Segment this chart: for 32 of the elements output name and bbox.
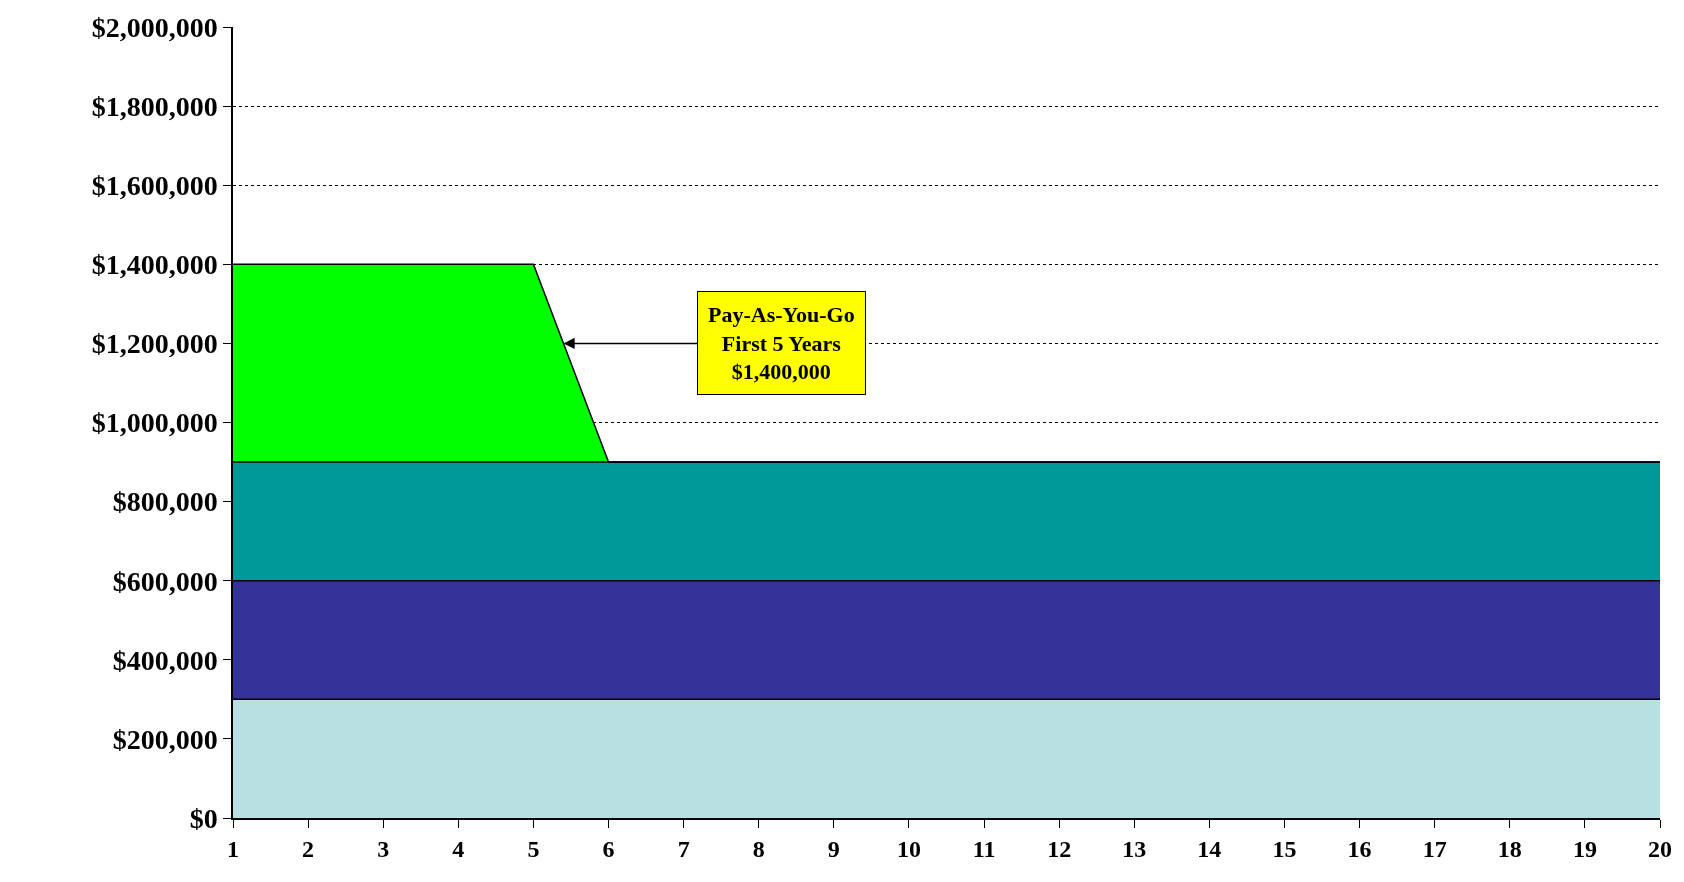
x-tick-label: 15 bbox=[1272, 835, 1297, 862]
x-tick-label: 8 bbox=[752, 835, 765, 862]
x-tick-label: 10 bbox=[896, 835, 921, 862]
x-tick-label: 6 bbox=[602, 835, 615, 862]
x-tick-label: 19 bbox=[1572, 835, 1597, 862]
x-tick-label: 12 bbox=[1047, 835, 1072, 862]
annotation: Pay-As-You-Go First 5 Years $1,400,000 bbox=[708, 302, 855, 385]
x-tick-label: 9 bbox=[827, 835, 840, 862]
x-tick-label: 2 bbox=[302, 835, 315, 862]
x-tick-label: 16 bbox=[1347, 835, 1372, 862]
x-tick-label: 17 bbox=[1422, 835, 1447, 862]
x-tick-label: 4 bbox=[452, 835, 465, 862]
y-tick-label: $1,200,000 bbox=[91, 328, 218, 360]
y-tick-label: $200,000 bbox=[112, 723, 218, 755]
y-tick-label: $2,000,000 bbox=[91, 11, 218, 43]
x-tick-label: 18 bbox=[1497, 835, 1522, 862]
x-tick-label: 3 bbox=[377, 835, 390, 862]
y-tick-label: $1,600,000 bbox=[91, 170, 218, 201]
y-tick-label: $800,000 bbox=[112, 486, 218, 518]
y-tick-label: $1,800,000 bbox=[91, 90, 218, 122]
x-tick-label: 11 bbox=[972, 835, 996, 862]
x-tick-label: 14 bbox=[1197, 835, 1222, 862]
x-tick-label: 5 bbox=[527, 835, 540, 862]
x-tick-label: 7 bbox=[677, 835, 690, 862]
y-tick-label: $400,000 bbox=[112, 644, 218, 676]
x-tick-label: 20 bbox=[1648, 835, 1672, 862]
y-tick-label: $1,000,000 bbox=[91, 407, 218, 439]
y-tick-label: $600,000 bbox=[112, 565, 218, 597]
x-tick-label: 1 bbox=[227, 835, 239, 862]
y-tick-label: $0 bbox=[189, 802, 218, 834]
x-tick-label: 13 bbox=[1122, 835, 1147, 862]
y-tick-label: $1,400,000 bbox=[91, 249, 218, 281]
